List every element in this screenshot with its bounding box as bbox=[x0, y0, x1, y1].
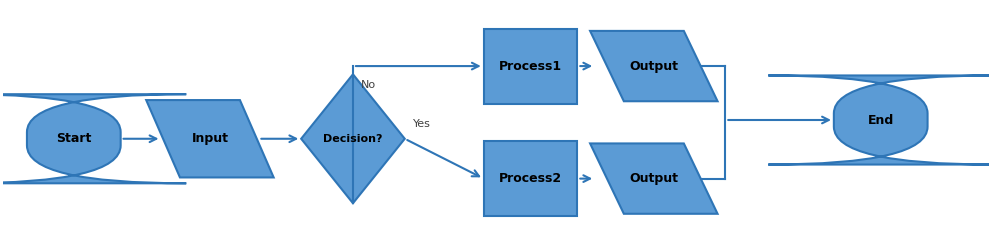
Text: Input: Input bbox=[191, 132, 228, 145]
FancyBboxPatch shape bbox=[768, 75, 992, 165]
Text: No: No bbox=[361, 80, 376, 90]
FancyBboxPatch shape bbox=[484, 29, 577, 104]
Text: Process1: Process1 bbox=[499, 60, 562, 72]
FancyBboxPatch shape bbox=[484, 141, 577, 216]
Polygon shape bbox=[146, 100, 274, 177]
Text: Process2: Process2 bbox=[499, 172, 562, 185]
Polygon shape bbox=[302, 74, 405, 203]
Text: Output: Output bbox=[629, 60, 679, 72]
Polygon shape bbox=[590, 31, 717, 101]
Polygon shape bbox=[590, 144, 717, 214]
Text: Start: Start bbox=[57, 132, 91, 145]
Text: Output: Output bbox=[629, 172, 679, 185]
FancyBboxPatch shape bbox=[0, 94, 186, 183]
Text: Yes: Yes bbox=[413, 119, 431, 129]
Text: End: End bbox=[868, 114, 894, 126]
Text: Decision?: Decision? bbox=[323, 134, 383, 144]
